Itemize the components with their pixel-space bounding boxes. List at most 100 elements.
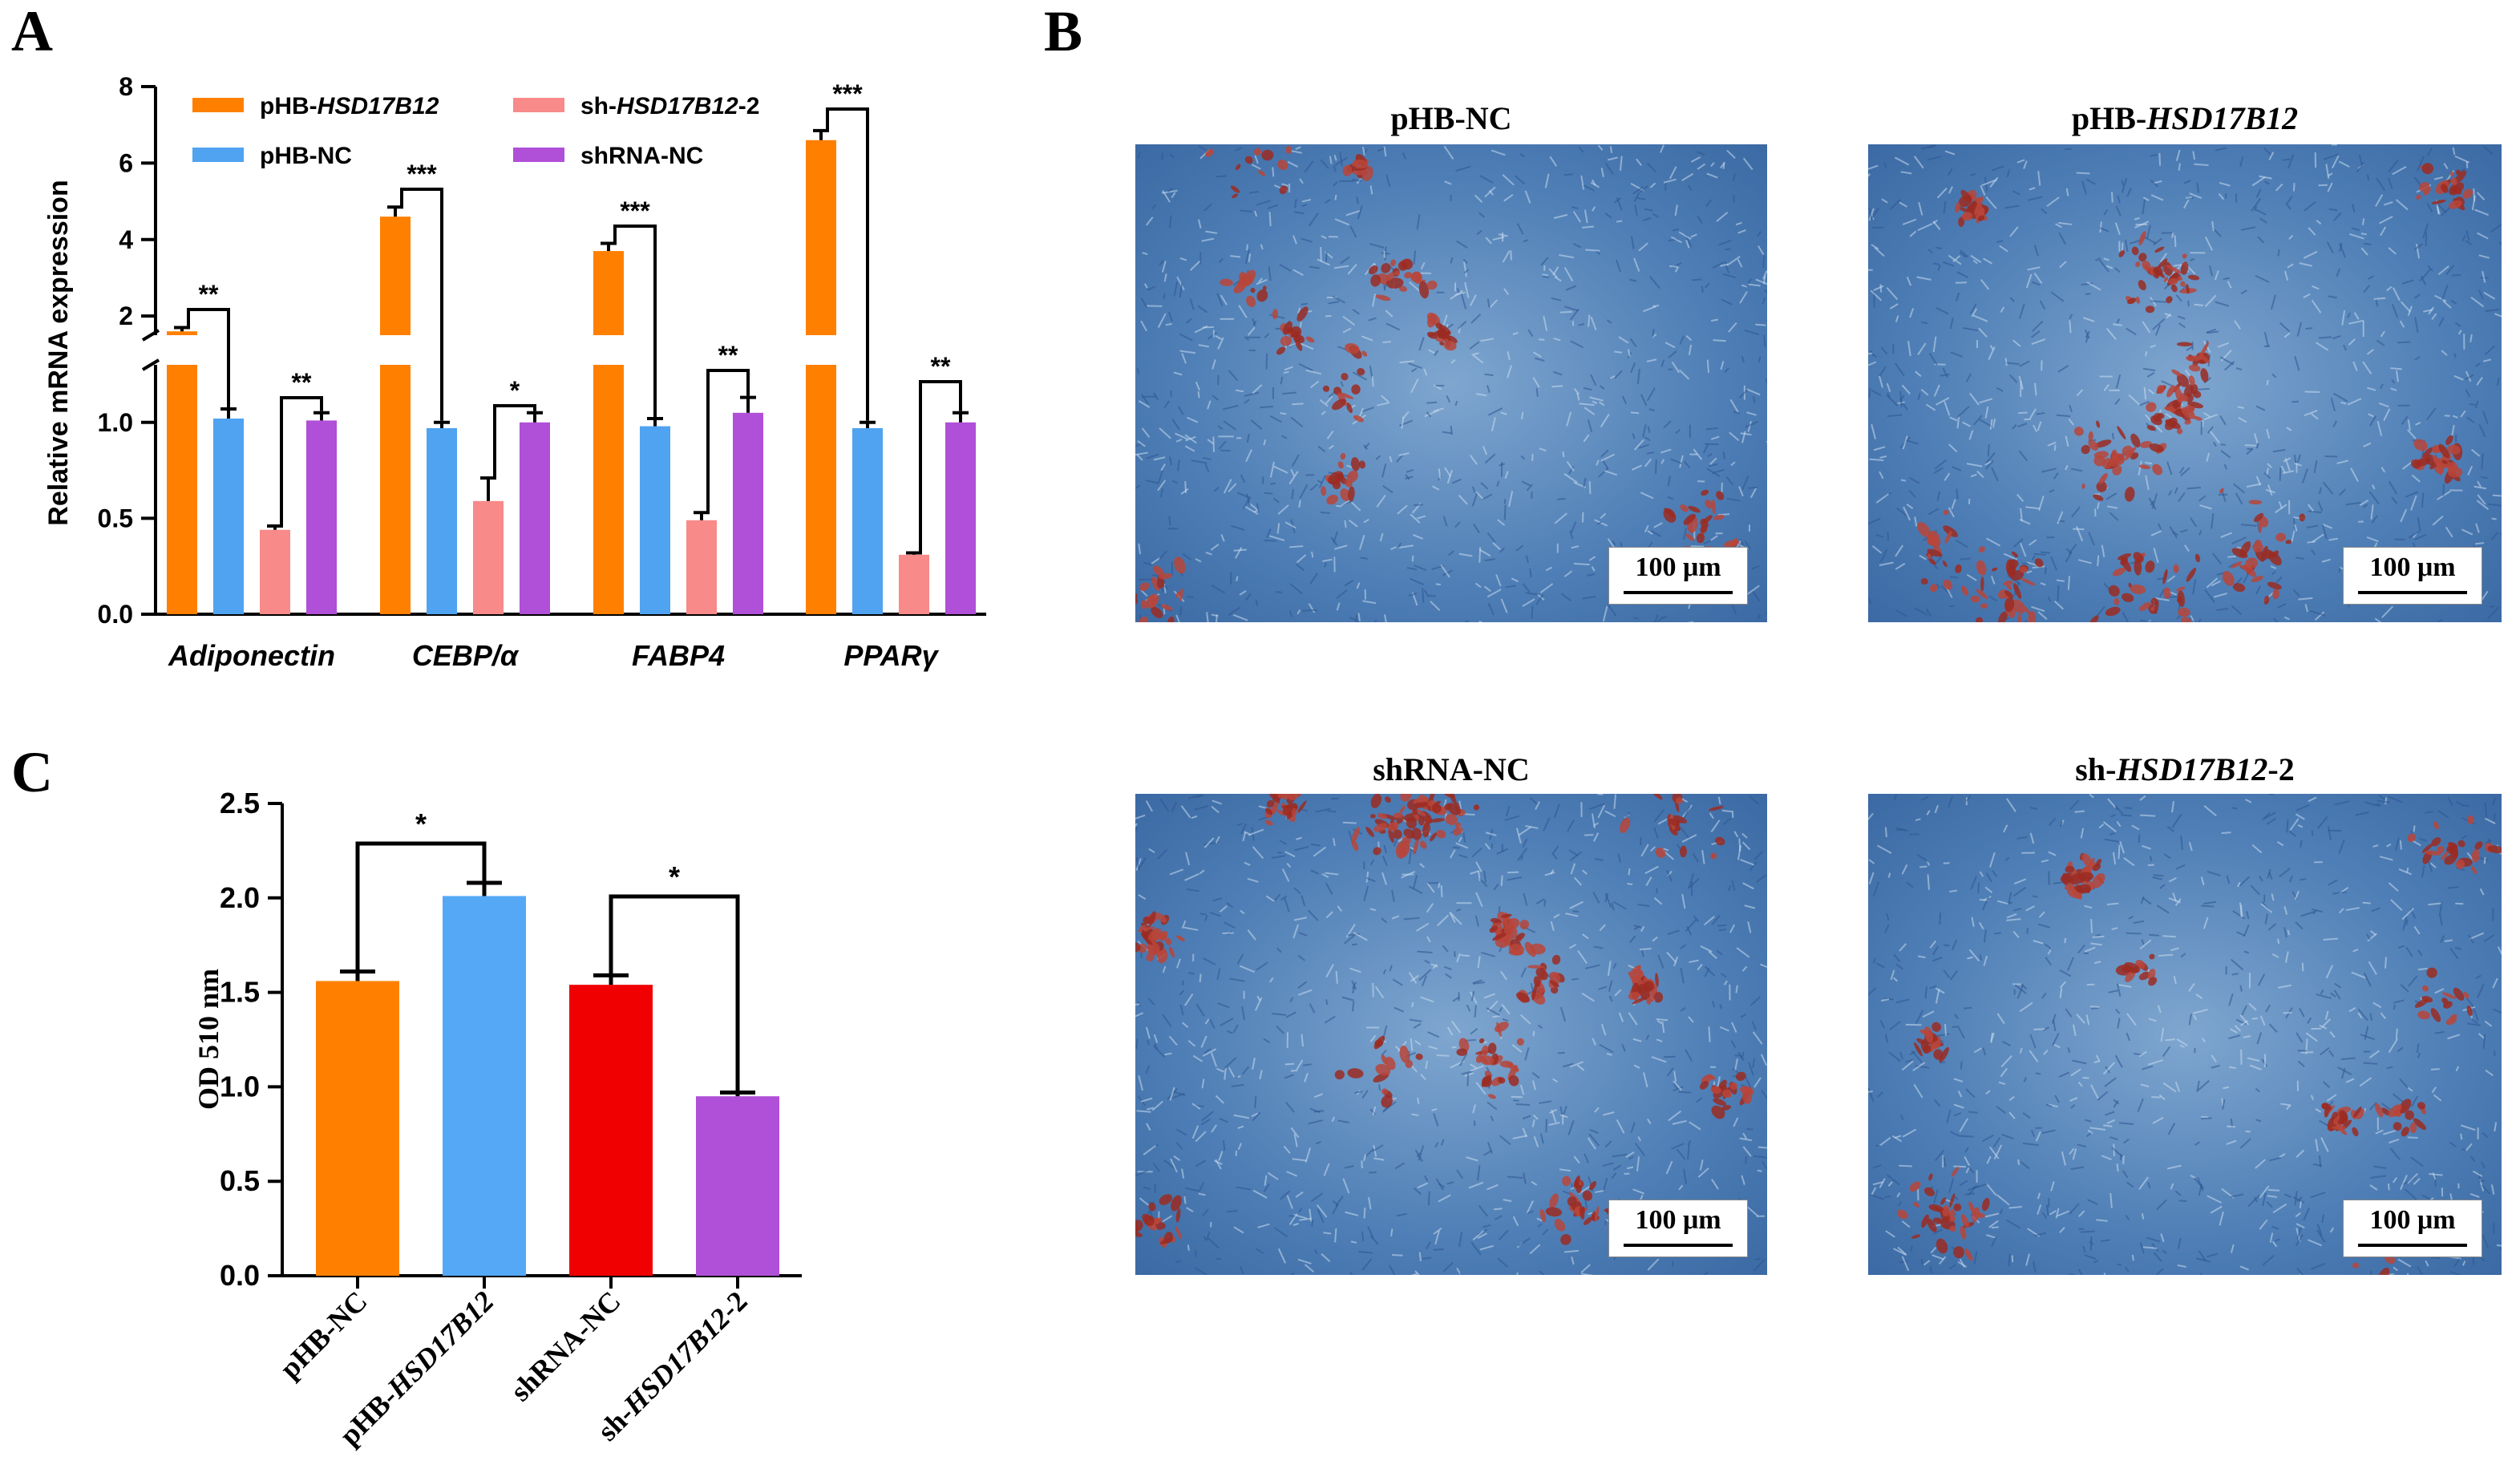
cell-texture bbox=[1309, 573, 1319, 585]
cell-texture bbox=[1917, 392, 1921, 401]
cell-texture bbox=[1689, 1121, 1701, 1131]
cell-texture bbox=[2158, 953, 2174, 957]
y-tick-label: 0.5 bbox=[98, 504, 133, 532]
cell-texture bbox=[2266, 428, 2271, 439]
cell-texture bbox=[1495, 1215, 1503, 1220]
cell-texture bbox=[2380, 467, 2386, 473]
cell-texture bbox=[1325, 998, 1329, 1006]
cell-texture bbox=[1644, 458, 1652, 467]
bar bbox=[443, 896, 526, 1276]
cell-texture bbox=[2077, 945, 2085, 954]
cell-texture bbox=[1390, 1228, 1393, 1237]
cell-texture bbox=[1535, 357, 1545, 362]
cell-texture bbox=[2018, 411, 2028, 415]
lipid-droplet bbox=[2180, 261, 2189, 275]
cell-texture bbox=[1223, 420, 1237, 431]
cell-texture bbox=[2251, 844, 2263, 854]
cell-texture bbox=[1450, 849, 1456, 859]
oil-red-o-micrograph: 100 μm bbox=[1135, 144, 1767, 622]
lipid-droplet bbox=[2117, 426, 2126, 440]
cell-texture bbox=[1615, 259, 1621, 273]
cell-texture bbox=[2085, 293, 2091, 296]
lipid-droplet bbox=[2455, 859, 2465, 869]
cell-texture bbox=[2300, 910, 2316, 917]
cell-texture bbox=[2054, 1095, 2060, 1103]
cell-texture bbox=[1472, 1104, 1477, 1114]
lipid-droplet bbox=[2194, 553, 2201, 563]
cell-texture bbox=[1229, 977, 1245, 982]
cell-texture bbox=[1349, 967, 1361, 973]
bar bbox=[899, 554, 929, 614]
cell-texture bbox=[1442, 945, 1449, 953]
cell-texture bbox=[2481, 1161, 2486, 1169]
cell-texture bbox=[2097, 1091, 2109, 1101]
cell-texture bbox=[1581, 992, 1595, 1002]
cell-texture bbox=[2231, 807, 2238, 810]
cell-texture bbox=[1198, 1182, 1205, 1192]
cell-texture bbox=[1394, 1162, 1406, 1170]
cell-texture bbox=[1568, 944, 1577, 949]
cell-texture bbox=[2170, 1183, 2174, 1190]
cell-texture bbox=[1660, 448, 1672, 454]
lipid-droplet bbox=[1594, 1206, 1600, 1223]
cell-texture bbox=[2211, 580, 2222, 587]
cell-texture bbox=[1263, 439, 1267, 446]
cell-texture bbox=[1382, 484, 1393, 494]
cell-texture bbox=[1678, 231, 1692, 241]
lipid-droplet bbox=[2145, 306, 2155, 314]
cell-texture bbox=[1954, 1014, 1959, 1020]
cell-texture bbox=[2089, 1006, 2100, 1008]
cell-texture bbox=[1246, 433, 1250, 443]
cell-texture bbox=[1872, 881, 1880, 897]
cell-texture bbox=[1369, 859, 1375, 866]
cell-texture bbox=[2304, 604, 2308, 613]
cell-texture bbox=[2024, 418, 2031, 421]
cell-texture bbox=[1446, 1026, 1454, 1036]
cell-texture bbox=[1389, 965, 1393, 972]
cell-texture bbox=[2017, 1159, 2020, 1166]
lipid-droplet bbox=[1405, 1059, 1414, 1069]
lipid-droplet bbox=[2353, 1107, 2362, 1118]
cell-texture bbox=[1672, 1119, 1687, 1125]
cell-texture bbox=[1944, 1024, 1948, 1036]
cell-texture bbox=[1135, 857, 1140, 871]
cell-texture bbox=[2035, 1072, 2041, 1075]
cell-texture bbox=[2421, 1194, 2431, 1200]
cell-texture bbox=[1590, 374, 1597, 386]
cell-texture bbox=[2388, 882, 2399, 892]
cell-texture bbox=[1288, 471, 1299, 485]
cell-texture bbox=[1673, 1086, 1684, 1092]
cell-texture bbox=[1693, 448, 1703, 460]
lipid-droplet bbox=[2413, 439, 2428, 451]
cell-texture bbox=[1890, 969, 1895, 981]
cell-texture bbox=[1683, 460, 1691, 469]
cell-texture bbox=[1880, 346, 1888, 355]
cell-texture bbox=[1887, 872, 1891, 878]
cell-texture bbox=[1184, 993, 1194, 1006]
scale-bar: 100 μm bbox=[1608, 1200, 1748, 1257]
cell-texture bbox=[1766, 611, 1767, 614]
cell-texture bbox=[1636, 158, 1642, 167]
lipid-droplet bbox=[1554, 1219, 1566, 1232]
cell-texture bbox=[1170, 1158, 1178, 1173]
lipid-droplet bbox=[2186, 568, 2197, 582]
cell-texture bbox=[1612, 540, 1616, 546]
lipid-droplet bbox=[1385, 272, 1395, 281]
cell-texture bbox=[1226, 1210, 1238, 1213]
cell-texture bbox=[2208, 265, 2214, 277]
cell-texture bbox=[1751, 590, 1761, 602]
lipid-droplet bbox=[1393, 812, 1403, 819]
cell-texture bbox=[2069, 799, 2080, 810]
cell-texture bbox=[2445, 264, 2455, 275]
cell-texture bbox=[1240, 909, 1245, 915]
cell-texture bbox=[2296, 454, 2302, 463]
cell-texture bbox=[2198, 1250, 2207, 1262]
cell-texture bbox=[1549, 156, 1558, 167]
cell-texture bbox=[2368, 491, 2380, 504]
cell-texture bbox=[1879, 561, 1894, 567]
cell-texture bbox=[1595, 250, 1601, 255]
cell-texture bbox=[1900, 171, 1912, 175]
cell-texture bbox=[1345, 210, 1361, 216]
cell-texture bbox=[1430, 601, 1441, 611]
cell-texture bbox=[1378, 1084, 1381, 1091]
